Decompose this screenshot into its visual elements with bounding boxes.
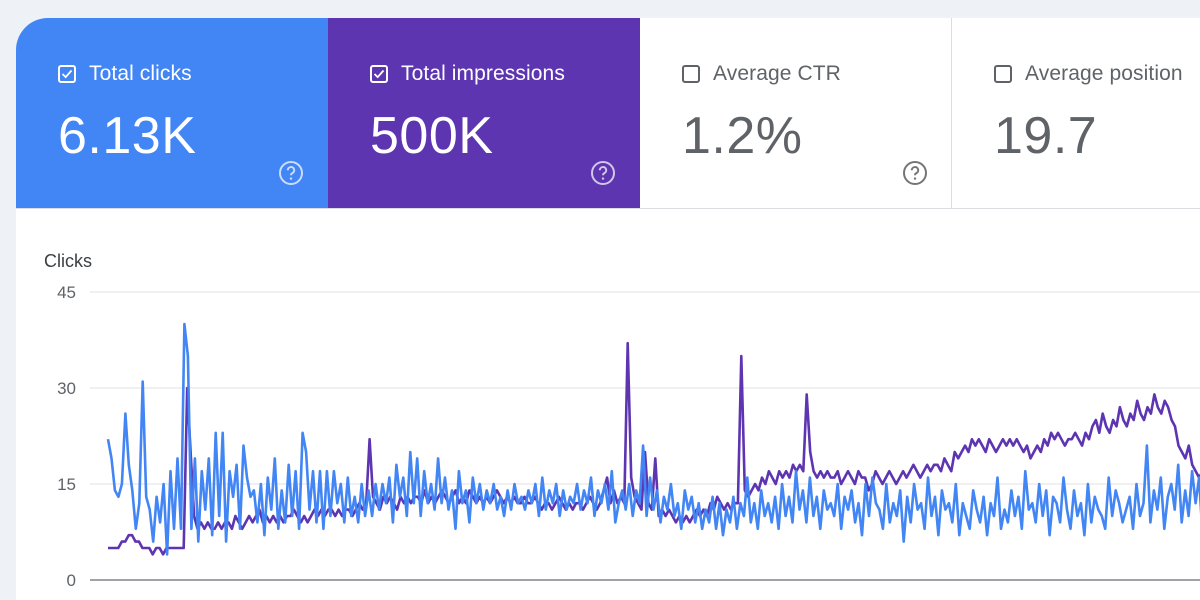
metric-card-average-ctr[interactable]: Average CTR 1.2% — [640, 18, 952, 208]
help-circle-icon[interactable] — [278, 160, 304, 186]
y-axis-label: Clicks — [44, 251, 92, 271]
performance-panel: Total clicks 6.13K Total impressions 500… — [16, 18, 1200, 600]
y-tick-label: 15 — [57, 475, 76, 494]
metric-card-header: Total impressions — [370, 62, 565, 86]
line-chart: 0 15 30 45 — [57, 283, 1200, 590]
metric-label: Total clicks — [89, 62, 192, 85]
checkbox-icon[interactable] — [370, 65, 388, 83]
metric-value: 19.7 — [994, 107, 1098, 165]
checkbox-icon[interactable] — [58, 65, 76, 83]
metric-card-header: Average CTR — [682, 62, 841, 86]
metric-value: 500K — [370, 107, 494, 165]
y-tick-label: 45 — [57, 283, 76, 302]
metric-card-header: Total clicks — [58, 62, 192, 86]
metric-label: Average position — [1025, 62, 1183, 85]
metric-label: Average CTR — [713, 62, 841, 85]
help-circle-icon[interactable] — [902, 160, 928, 186]
y-tick-label: 30 — [57, 379, 76, 398]
metric-cards: Total clicks 6.13K Total impressions 500… — [16, 18, 1200, 209]
performance-chart: Clicks 0 15 30 45 — [16, 208, 1200, 600]
checkbox-icon[interactable] — [682, 65, 700, 83]
metric-card-header: Average position — [994, 62, 1183, 86]
checkbox-icon[interactable] — [994, 65, 1012, 83]
metric-value: 1.2% — [682, 107, 803, 165]
help-circle-icon[interactable] — [590, 160, 616, 186]
metric-label: Total impressions — [401, 62, 565, 85]
metric-card-total-clicks[interactable]: Total clicks 6.13K — [16, 18, 328, 208]
metric-card-total-impressions[interactable]: Total impressions 500K — [328, 18, 640, 208]
metric-value: 6.13K — [58, 107, 197, 165]
series-line-clicks — [106, 322, 1200, 556]
metric-card-average-position[interactable]: Average position 19.7 — [952, 18, 1200, 208]
y-tick-label: 0 — [67, 571, 76, 590]
